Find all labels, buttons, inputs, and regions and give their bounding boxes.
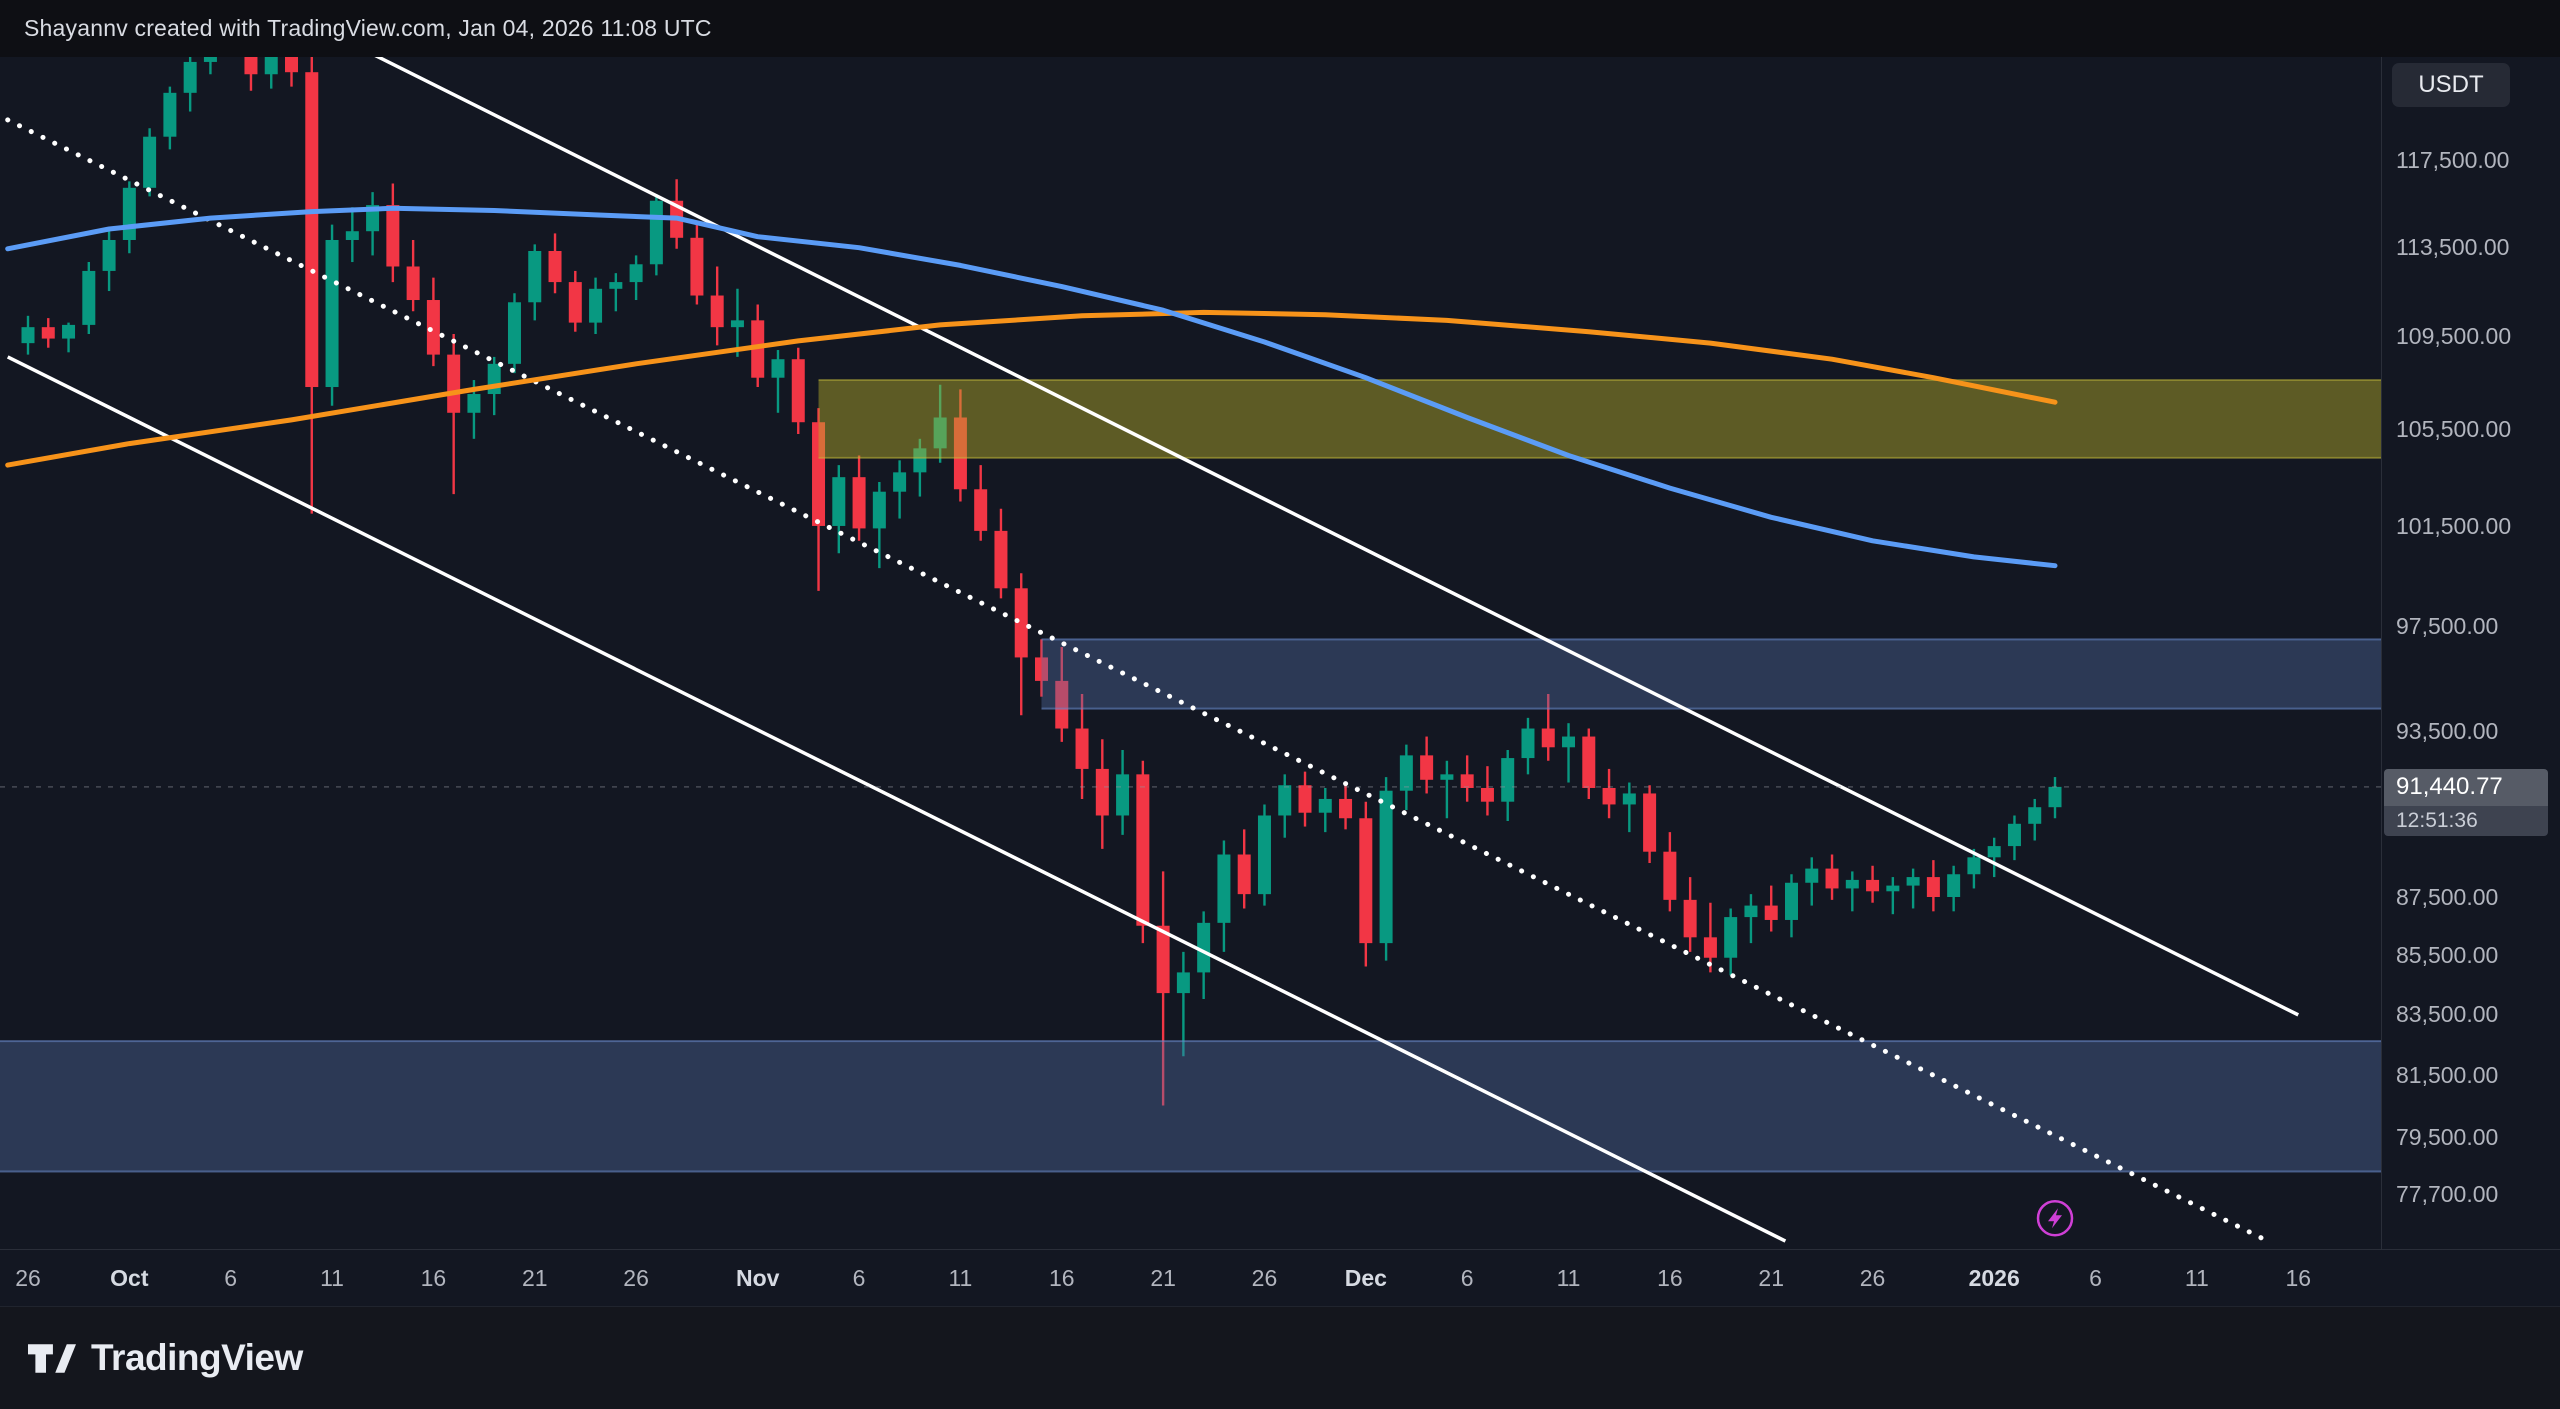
footer-bar: TradingView (0, 1306, 2560, 1409)
candles-layer (21, 57, 2062, 1106)
bar-close-countdown: 12:51:36 (2384, 805, 2548, 836)
time-axis-label: 11 (1556, 1265, 1581, 1291)
time-axis-label: 21 (1758, 1265, 1785, 1291)
price-axis-label: 79,500.00 (2396, 1123, 2499, 1150)
time-axis-label: 26 (623, 1265, 649, 1291)
time-axis-label: 26 (1859, 1265, 1886, 1291)
chart-area: USDT 117,500.00 113,500.00 109,500.00 105,5… (0, 57, 2560, 1249)
attribution-text: Shayannv created with TradingView.com, J… (24, 15, 712, 41)
time-axis[interactable]: 26 Oct 6 11 16 21 26 Nov 6 11 16 21 26 Dec 6 11 16 21 26 20… (0, 1249, 2560, 1306)
time-axis-label: 6 (224, 1265, 238, 1291)
moving-averages-layer (5, 205, 2058, 569)
time-axis-label: 6 (1460, 1265, 1474, 1291)
time-axis-label: 2026 (1968, 1265, 2020, 1291)
price-axis-label: 81,500.00 (2396, 1061, 2499, 1088)
last-price-value: 91,440.77 (2384, 768, 2548, 806)
price-axis-label: 109,500.00 (2396, 323, 2512, 350)
chart-canvas[interactable] (0, 57, 2381, 1249)
last-price-badge: 91,440.77 12:51:36 (2384, 768, 2548, 836)
ma-orange-line (5, 309, 2058, 468)
price-axis-label: 87,500.00 (2396, 883, 2499, 910)
time-axis-label: 16 (1657, 1265, 1683, 1291)
price-axis-label: 77,700.00 (2396, 1180, 2499, 1207)
price-axis-label: 97,500.00 (2396, 613, 2499, 640)
support-zone-blue (0, 1041, 2381, 1172)
time-axis-label: 16 (1048, 1265, 1075, 1291)
price-axis-label: 105,500.00 (2396, 416, 2512, 443)
quote-currency-badge: USDT (2392, 63, 2510, 107)
time-axis-label: 26 (15, 1265, 41, 1291)
time-axis-label: 26 (1251, 1265, 1278, 1291)
time-axis-label: 21 (1150, 1265, 1176, 1291)
time-axis-label: 11 (320, 1265, 344, 1291)
tradingview-logo-icon (28, 1343, 76, 1373)
price-axis[interactable]: USDT 117,500.00 113,500.00 109,500.00 105,5… (2381, 57, 2560, 1249)
time-axis-label: Oct (110, 1265, 149, 1291)
time-axis-label: 11 (2184, 1265, 2209, 1291)
chart-attribution-bar: Shayannv created with TradingView.com, J… (0, 0, 2560, 57)
time-axis-label: Nov (735, 1265, 780, 1291)
price-axis-label: 83,500.00 (2396, 1000, 2499, 1027)
candlestick-chart[interactable] (0, 57, 2381, 1249)
channel-middle-dotted-line[interactable] (5, 117, 2265, 1241)
resistance-zone-blue (1041, 639, 2381, 709)
price-axis-label: 113,500.00 (2396, 233, 2510, 260)
trendlines-layer (5, 57, 2300, 1243)
price-axis-label: 93,500.00 (2396, 718, 2499, 745)
time-axis-label: Dec (1344, 1265, 1387, 1291)
time-axis-label: 16 (2285, 1265, 2312, 1291)
price-axis-label: 101,500.00 (2396, 512, 2512, 539)
channel-upper-line[interactable] (362, 57, 2300, 1017)
resistance-zone-yellow (818, 380, 2381, 458)
channel-lower-line[interactable] (6, 355, 1787, 1243)
price-axis-label: 85,500.00 (2396, 941, 2499, 968)
time-axis-label: 11 (948, 1265, 973, 1291)
price-axis-label: 117,500.00 (2396, 147, 2510, 173)
ma-blue-line (5, 205, 2058, 569)
tradingview-logo[interactable]: TradingView (28, 1337, 303, 1379)
zones-layer (0, 379, 2381, 1173)
time-axis-label: 6 (2089, 1265, 2102, 1291)
time-axis-label: 6 (852, 1265, 866, 1291)
tradingview-logo-text: TradingView (91, 1337, 303, 1378)
lightning-icon[interactable] (2036, 1199, 2074, 1237)
time-axis-label: 21 (521, 1265, 548, 1291)
time-axis-label: 16 (420, 1265, 447, 1291)
